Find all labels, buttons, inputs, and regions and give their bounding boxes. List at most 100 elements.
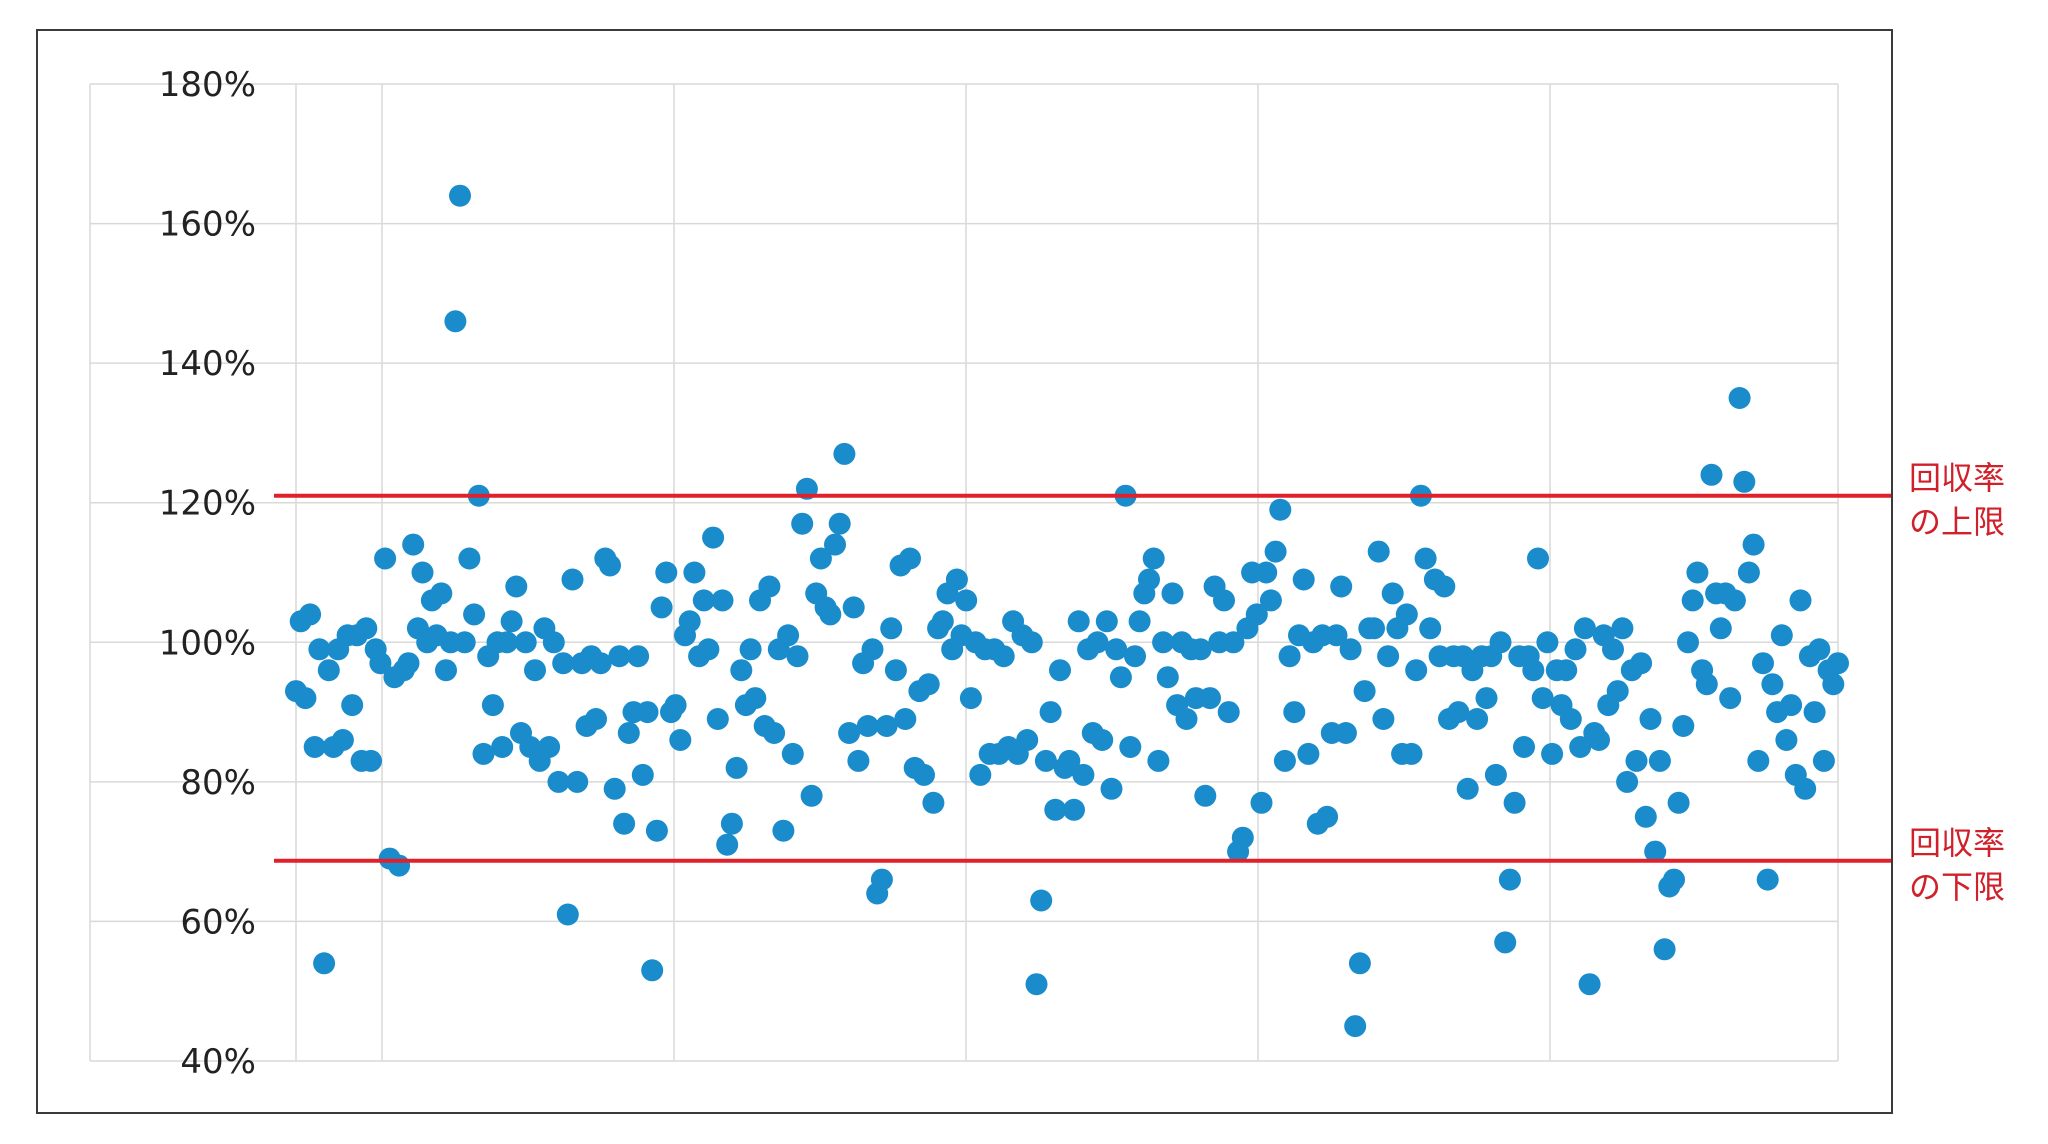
data-point: [791, 512, 814, 535]
data-point: [1709, 617, 1732, 640]
data-point: [1231, 826, 1254, 849]
y-tick-label: 160%: [159, 205, 256, 245]
reference-lines: [274, 493, 1891, 863]
data-point: [1330, 575, 1353, 598]
data-point: [294, 687, 317, 710]
data-point: [1677, 631, 1699, 654]
data-point: [1634, 805, 1657, 828]
data-point: [1095, 610, 1118, 633]
data-point: [1555, 659, 1578, 682]
data-point: [683, 561, 706, 584]
data-point: [842, 596, 865, 619]
upper-limit-label-line1: 回収率: [1909, 458, 2006, 497]
y-tick-label: 120%: [159, 484, 256, 524]
data-points: [285, 184, 1849, 1038]
data-point: [697, 638, 720, 661]
data-point: [1067, 610, 1090, 633]
data-point: [913, 763, 935, 786]
data-point: [861, 638, 884, 661]
data-point: [777, 624, 800, 647]
data-point: [608, 645, 631, 668]
data-point: [453, 631, 476, 654]
data-point: [472, 742, 495, 765]
data-point: [716, 833, 739, 856]
data-point: [1606, 680, 1629, 703]
data-point: [875, 715, 898, 737]
data-point: [561, 568, 584, 591]
data-point: [627, 645, 650, 668]
data-point: [556, 903, 579, 926]
data-point: [308, 638, 331, 661]
data-point: [702, 526, 725, 549]
data-point: [1663, 868, 1685, 891]
data-point: [1217, 701, 1240, 724]
data-point: [809, 547, 832, 570]
data-point: [538, 736, 561, 758]
data-point: [1700, 463, 1723, 486]
y-tick-label: 140%: [159, 344, 256, 384]
data-point: [331, 729, 354, 751]
data-point: [1531, 687, 1554, 710]
data-point: [505, 575, 528, 598]
data-point: [1128, 610, 1151, 633]
data-point: [1541, 742, 1564, 765]
y-tick-label: 180%: [159, 65, 256, 105]
data-point: [449, 184, 471, 207]
data-point: [1808, 638, 1831, 661]
data-point: [495, 631, 518, 654]
y-axis-tick-labels: 40% 60% 80% 100% 120% 140% 160% 180%: [159, 65, 256, 1082]
data-point: [781, 742, 804, 765]
data-point: [1513, 736, 1535, 758]
upper-limit-label-line2: の上限: [1909, 502, 2006, 541]
data-point: [1761, 673, 1784, 696]
data-point: [491, 736, 514, 758]
data-point: [411, 561, 434, 584]
data-point: [1278, 645, 1301, 668]
data-point: [299, 603, 322, 626]
data-point: [1316, 805, 1339, 828]
data-point: [1812, 749, 1835, 772]
data-point: [1020, 631, 1043, 654]
data-point: [692, 589, 715, 612]
data-point: [1109, 666, 1132, 689]
upper-limit-label: 回収率 の上限: [1909, 456, 2005, 544]
data-point: [1719, 687, 1742, 710]
data-point: [547, 770, 570, 793]
data-point: [1344, 1015, 1367, 1038]
data-point: [1086, 631, 1109, 654]
data-point: [1292, 568, 1315, 591]
data-point: [1569, 736, 1592, 758]
y-tick-label: 60%: [180, 902, 256, 942]
data-point: [1142, 547, 1165, 570]
data-point: [1138, 568, 1160, 591]
data-point: [1484, 763, 1507, 786]
data-point: [1325, 624, 1348, 647]
data-point: [1489, 631, 1512, 654]
data-point: [1681, 589, 1704, 612]
data-point: [500, 610, 523, 633]
data-point: [1686, 561, 1709, 584]
data-point: [1161, 582, 1184, 605]
data-point: [369, 652, 392, 675]
data-point: [1405, 659, 1428, 682]
data-point: [1827, 652, 1849, 675]
data-point: [899, 547, 921, 570]
data-point: [1737, 561, 1760, 584]
data-point: [678, 610, 701, 633]
data-point: [430, 582, 453, 605]
data-point: [894, 708, 917, 730]
data-point: [397, 652, 420, 675]
data-point: [1189, 638, 1212, 661]
data-point: [1756, 868, 1779, 891]
data-point: [1639, 708, 1662, 730]
data-point: [1377, 645, 1400, 668]
data-point: [617, 722, 640, 744]
data-point: [355, 617, 378, 640]
data-point: [552, 652, 575, 675]
data-point: [1105, 638, 1128, 661]
y-tick-label: 100%: [159, 623, 256, 663]
data-point: [481, 694, 504, 717]
data-point: [1695, 673, 1718, 696]
data-point: [1648, 749, 1671, 772]
data-point: [1559, 708, 1582, 730]
